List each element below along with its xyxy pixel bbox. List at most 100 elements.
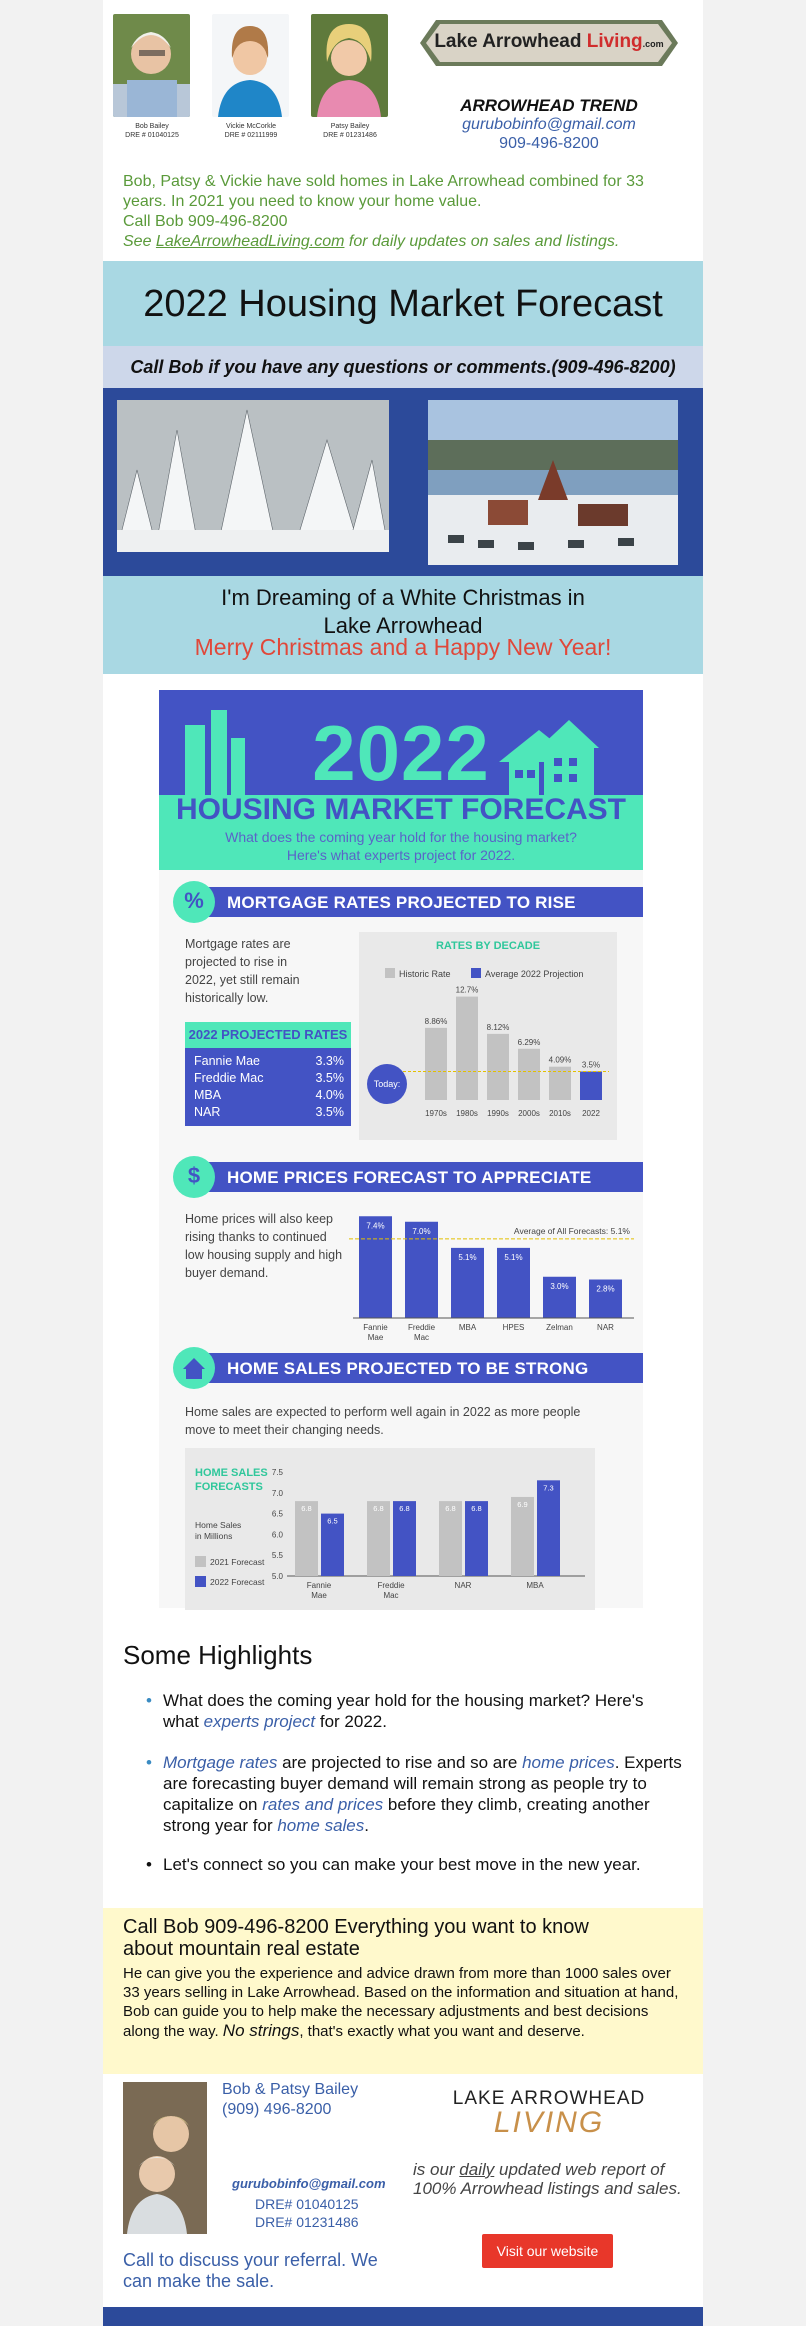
legend-swatch-projection: [471, 968, 481, 978]
legend-swatch-2022: [195, 1576, 206, 1587]
tick-label: Mac: [414, 1333, 429, 1342]
data-label: 3.5%: [582, 1061, 600, 1070]
experts-project-link[interactable]: experts project: [203, 1712, 316, 1731]
snowy-forest-photo: [116, 400, 390, 553]
data-label: 6.8: [445, 1504, 455, 1513]
footer-names: Bob & Patsy Bailey (909) 496-8200: [222, 2081, 359, 2118]
title-band: 2022 Housing Market Forecast: [103, 261, 703, 346]
logo-text: Lake Arrowhead: [434, 31, 582, 52]
rate-row: Fannie Mae 3.3%: [194, 1054, 344, 1068]
tick-label: Fannie: [307, 1581, 332, 1590]
visit-website-button[interactable]: Visit our website: [482, 2234, 613, 2268]
data-label: 4.09%: [549, 1056, 572, 1065]
bar: [465, 1501, 488, 1576]
christmas-band: I'm Dreaming of a White Christmas in Lak…: [103, 576, 703, 674]
home-prices-link[interactable]: home prices: [522, 1753, 615, 1772]
footer-email-link[interactable]: gurubobinfo@gmail.com: [232, 2176, 386, 2191]
rates-by-decade-svg: RATES BY DECADE Historic Rate Average 2022…: [367, 940, 609, 1118]
data-label: 12.7%: [456, 986, 479, 995]
rates-and-prices-link[interactable]: rates and prices: [262, 1795, 384, 1814]
today-marker: [367, 1064, 407, 1104]
legend-swatch-historic: [385, 968, 395, 978]
agent-caption-vickie: Vickie McCorkle DRE # 02111999: [224, 123, 278, 139]
y-tick-label: 5.5: [272, 1551, 284, 1560]
tick-label: MBA: [526, 1581, 544, 1590]
call-bob-section: Call Bob 909-496-8200 Everything you wan…: [103, 1908, 703, 2074]
footer-dre: DRE# 01040125 DRE# 01231486: [255, 2196, 359, 2230]
bar: [359, 1216, 392, 1318]
tick-label: 2010s: [549, 1109, 571, 1118]
highlight-item-2: • Mortgage rates are projected to rise a…: [146, 1753, 682, 1835]
legend-swatch-2021: [195, 1556, 206, 1567]
average-label: Average of All Forecasts: 5.1%: [514, 1226, 631, 1236]
logo-accent: Living: [586, 31, 643, 52]
tick-label: NAR: [455, 1581, 472, 1590]
mortgage-rates-link[interactable]: Mortgage rates: [163, 1753, 278, 1772]
lake-arrowhead-living-logo[interactable]: Lake Arrowhead Living.com: [416, 12, 682, 74]
rate-row: NAR 3.5%: [194, 1105, 344, 1119]
tick-label: 2000s: [518, 1109, 540, 1118]
home-sales-chart: HOME SALES FORECASTS Home Sales in Millions…: [185, 1448, 595, 1610]
data-label: 6.5: [327, 1517, 337, 1526]
rate-row: Freddie Mac 3.5%: [194, 1071, 344, 1085]
bar: [497, 1247, 530, 1318]
bar: [518, 1048, 540, 1100]
house-icon: [173, 1347, 215, 1389]
call-line: Call Bob if you have any questions or co…: [130, 357, 676, 377]
y-tick-label: 6.0: [272, 1530, 284, 1539]
mortgage-rates-text: Mortgage rates are projected to rise in …: [185, 937, 300, 1005]
bar: [367, 1501, 390, 1576]
footer-bottom-bar: [103, 2307, 703, 2326]
bar: [295, 1501, 318, 1576]
infographic-headline: HOUSING MARKET FORECAST: [176, 793, 626, 826]
data-label: 7.3: [543, 1483, 553, 1492]
chart-title: HOME SALES: [195, 1467, 268, 1479]
forecast-infographic: 2022 HOUSING MARKET FORECAST What does t…: [159, 690, 643, 1610]
tick-label: 1980s: [456, 1109, 478, 1118]
bar: [393, 1501, 416, 1576]
home-sales-text: Home sales are expected to perform well …: [185, 1405, 581, 1437]
lake-village-photo: [428, 400, 678, 565]
header-email-link[interactable]: gurubobinfo@gmail.com: [462, 116, 636, 133]
tick-label: 1970s: [425, 1109, 447, 1118]
highlight-item-1: • What does the coming year hold for the…: [146, 1691, 644, 1731]
data-label: 6.9: [517, 1500, 527, 1509]
footer-phone: (909) 496-8200: [222, 2101, 332, 2118]
tick-label: NAR: [597, 1323, 614, 1332]
data-label: 3.0%: [550, 1282, 568, 1291]
footer-logo-line-1: LAKE ARROWHEAD: [452, 2088, 646, 2109]
bob-patsy-photo: [123, 2082, 207, 2234]
bar: [439, 1501, 462, 1576]
intro-line-2: Call Bob 909-496-8200: [123, 213, 288, 230]
tick-label: Zelman: [546, 1323, 573, 1332]
main-title: 2022 Housing Market Forecast: [143, 283, 663, 325]
tick-label: Mac: [383, 1591, 398, 1600]
bars-and-house-graphic: [185, 710, 599, 795]
referral-cta: Call to discuss your referral. We can ma…: [123, 2250, 378, 2291]
vickie-mccorkle-photo: [212, 14, 289, 117]
rate-row: MBA 4.0%: [194, 1088, 344, 1102]
bar: [589, 1279, 622, 1318]
tick-label: Freddie: [377, 1581, 405, 1590]
call-bob-body: He can give you the experience and advic…: [123, 1965, 679, 2040]
legend-label: 2022 Forecast: [210, 1577, 265, 1587]
email-page: Bob Bailey DRE # 01040125 Vickie McCorkle…: [103, 0, 703, 2326]
infographic-subtitle: What does the coming year hold for the h…: [225, 829, 577, 863]
mortgage-rates-bar: MORTGAGE RATES PROJECTED TO RISE: [179, 887, 643, 917]
y-tick-label: 7.5: [272, 1468, 284, 1477]
legend-label: Average 2022 Projection: [485, 969, 583, 979]
home-sales-bar: HOME SALES PROJECTED TO BE STRONG: [179, 1353, 643, 1383]
legend-label: 2021 Forecast: [210, 1557, 265, 1567]
bar: [580, 1071, 602, 1100]
agent-caption-bob: Bob Bailey DRE # 01040125: [125, 123, 179, 139]
logo-suffix: .com: [642, 39, 664, 49]
trend-title: ARROWHEAD TREND: [460, 96, 638, 115]
data-label: 2.8%: [596, 1285, 614, 1294]
website-link[interactable]: LakeArrowheadLiving.com: [155, 233, 345, 250]
bar: [451, 1247, 484, 1318]
home-sales-link[interactable]: home sales: [277, 1816, 365, 1835]
data-label: 6.8: [471, 1504, 481, 1513]
daily-report-text: is our daily updated web report of 100% …: [413, 2160, 682, 2198]
tick-label: HPES: [503, 1323, 525, 1332]
data-label: 6.8: [301, 1504, 311, 1513]
